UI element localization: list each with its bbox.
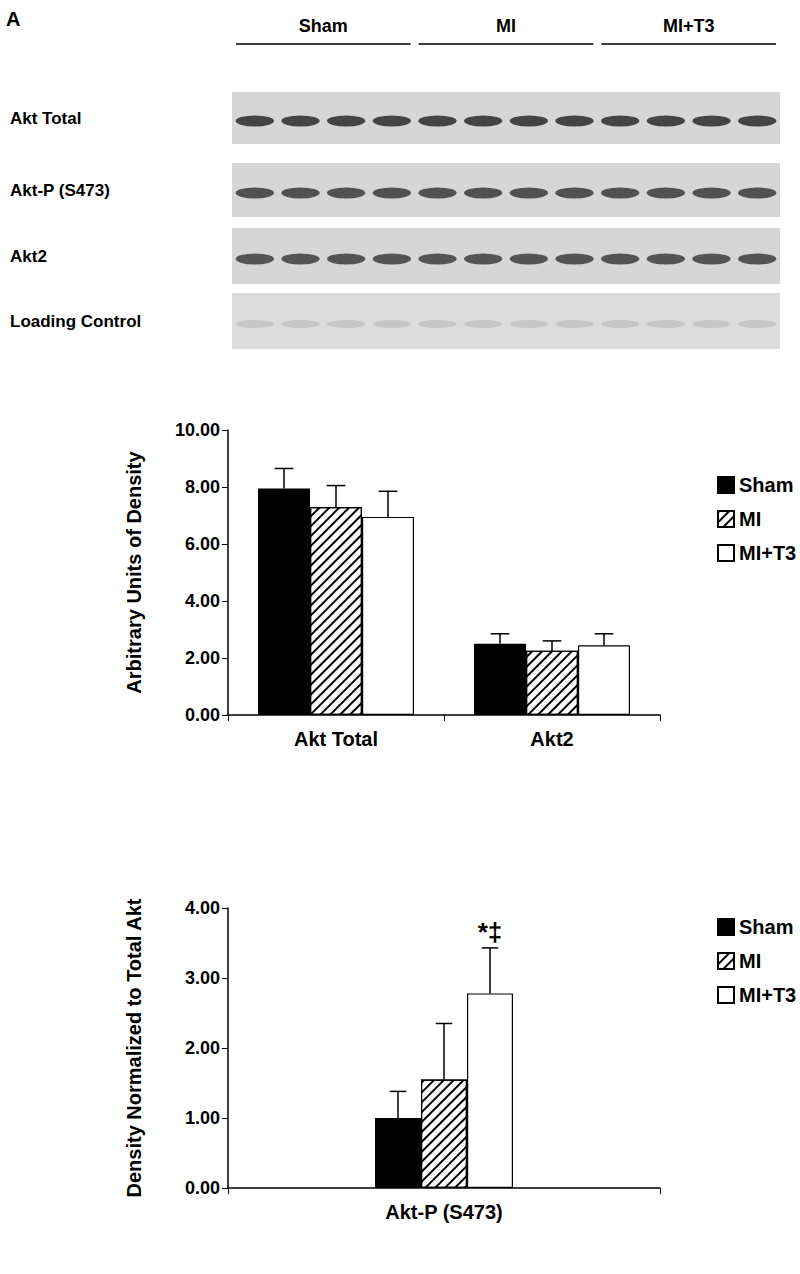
svg-text:3.00: 3.00	[185, 968, 220, 988]
svg-text:Loading Control: Loading Control	[10, 312, 141, 331]
svg-text:6.00: 6.00	[185, 534, 220, 554]
svg-text:MI+T3: MI+T3	[663, 16, 715, 36]
svg-text:Akt Total: Akt Total	[10, 109, 81, 128]
svg-text:0.00: 0.00	[185, 705, 220, 725]
svg-text:A: A	[6, 8, 20, 30]
svg-text:MI: MI	[739, 950, 761, 972]
svg-text:4.00: 4.00	[185, 898, 220, 918]
svg-text:*‡: *‡	[478, 917, 503, 947]
svg-text:Akt2: Akt2	[10, 247, 47, 266]
svg-text:MI+T3: MI+T3	[739, 542, 796, 564]
svg-text:Akt-P (S473): Akt-P (S473)	[10, 181, 110, 200]
svg-text:MI: MI	[496, 16, 516, 36]
svg-text:Akt2: Akt2	[530, 728, 573, 750]
svg-text:Sham: Sham	[739, 474, 793, 496]
svg-text:Sham: Sham	[299, 16, 348, 36]
svg-text:1.00: 1.00	[185, 1108, 220, 1128]
svg-text:10.00: 10.00	[175, 420, 220, 440]
svg-text:Akt-P (S473): Akt-P (S473)	[385, 1201, 502, 1223]
svg-text:Arbitrary Units of Density: Arbitrary Units of Density	[123, 450, 145, 693]
svg-text:8.00: 8.00	[185, 477, 220, 497]
svg-text:0.00: 0.00	[185, 1178, 220, 1198]
svg-text:Akt Total: Akt Total	[294, 728, 378, 750]
svg-text:Sham: Sham	[739, 916, 793, 938]
svg-text:MI+T3: MI+T3	[739, 984, 796, 1006]
svg-text:4.00: 4.00	[185, 591, 220, 611]
svg-text:2.00: 2.00	[185, 1038, 220, 1058]
svg-text:MI: MI	[739, 508, 761, 530]
svg-text:2.00: 2.00	[185, 648, 220, 668]
svg-text:Density Normalized to Total Ak: Density Normalized to Total Akt	[123, 898, 145, 1197]
